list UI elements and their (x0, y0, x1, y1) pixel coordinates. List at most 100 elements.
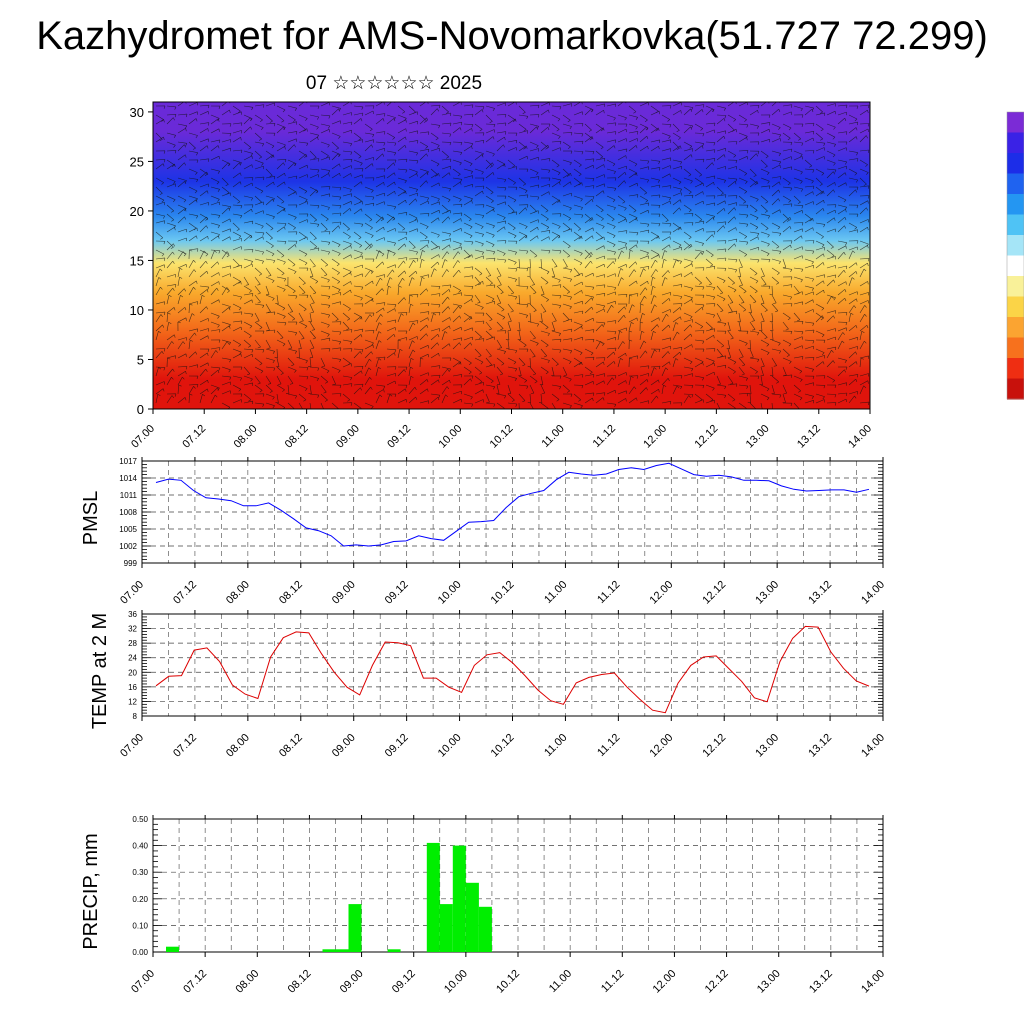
wind-barb-feather (248, 345, 251, 348)
wind-barb (628, 376, 632, 386)
wind-barb (210, 235, 219, 242)
wind-barb-feather (316, 378, 319, 382)
wind-barb (364, 123, 373, 130)
wind-barb-feather (481, 154, 484, 158)
wind-barb-feather (812, 218, 814, 222)
wind-barb (232, 137, 241, 143)
wind-barb (771, 249, 781, 252)
wind-barb-feather (448, 289, 451, 293)
wind-barb (771, 123, 781, 128)
wind-barb (771, 189, 779, 197)
wind-barb-feather (702, 295, 705, 299)
wind-barb-feather (196, 235, 198, 239)
wind-barb-feather (359, 351, 362, 355)
wind-barb (551, 132, 561, 137)
wind-barb-feather (248, 147, 252, 150)
wind-barb-feather (317, 394, 320, 398)
wind-barb (727, 366, 736, 373)
wind-barb-feather (833, 297, 836, 301)
wind-barb-feather (844, 225, 846, 229)
wind-barb (551, 303, 561, 306)
wind-barb (694, 158, 705, 161)
wind-barb (463, 231, 473, 237)
wind-barb (859, 200, 869, 206)
wind-barb-feather (668, 324, 671, 328)
wind-barb-feather (446, 386, 450, 390)
wind-barb-feather (505, 122, 507, 126)
wind-barb-feather (285, 393, 290, 395)
wind-barb-feather (637, 293, 639, 297)
wind-barb-feather (844, 117, 847, 122)
wind-barb (837, 340, 843, 350)
wind-barb-feather (636, 244, 638, 248)
wind-barb (265, 168, 273, 176)
wind-barb-feather (339, 163, 341, 167)
wind-barb-feather (570, 393, 573, 397)
wind-barb (551, 105, 562, 107)
wind-barb-feather (361, 168, 364, 172)
wind-barb-feather (206, 145, 209, 149)
wind-barb-feather (360, 297, 363, 301)
wind-barb-feather (800, 108, 803, 112)
wind-barb (804, 357, 815, 359)
wind-barb-feather (767, 243, 770, 247)
wind-barb-feather (658, 235, 660, 239)
wind-barb (661, 244, 670, 251)
wind-barb-feather (602, 226, 605, 229)
wind-barb (595, 222, 605, 227)
wind-barb-feather (415, 198, 418, 202)
wind-barb (496, 267, 502, 277)
wind-barb (155, 119, 164, 125)
wind-barb (353, 334, 362, 341)
wind-barb (738, 348, 744, 358)
wind-barb (199, 250, 205, 260)
wind-barb-feather (251, 314, 254, 318)
wind-barb-feather (592, 357, 595, 361)
wind-barb (199, 236, 208, 242)
wind-barb (199, 158, 209, 161)
wind-barb (837, 281, 847, 287)
wind-barb (155, 277, 159, 287)
wind-barb-feather (282, 389, 285, 392)
colorbar-swatch (1007, 317, 1024, 339)
wind-barb-feather (393, 162, 396, 166)
wind-barb (705, 294, 715, 298)
wind-barb (672, 284, 682, 287)
wind-barb (771, 294, 777, 304)
wind-barb (793, 345, 803, 350)
wind-barb-feather (527, 401, 531, 404)
wind-barb (584, 108, 592, 116)
wind-barb (166, 132, 176, 136)
wind-barb (705, 129, 715, 134)
wind-barb (727, 357, 737, 363)
wind-barb (155, 268, 161, 278)
wind-barb-feather (590, 109, 594, 113)
wind-barb-feather (438, 304, 441, 308)
wind-barb (782, 177, 791, 184)
wind-barb-feather (379, 250, 382, 253)
wind-barb-feather (227, 290, 230, 293)
wind-barb-feather (468, 317, 472, 321)
wind-barb-feather (186, 114, 188, 118)
wind-barb (507, 357, 517, 363)
wind-barb-feather (162, 215, 166, 219)
wind-barb (386, 216, 394, 224)
wind-barb (793, 150, 803, 155)
wind-barb (254, 114, 263, 121)
wind-barb (463, 378, 471, 386)
wind-barb (760, 366, 764, 376)
wind-barb-feather (381, 253, 385, 257)
wind-barb-feather (676, 130, 680, 132)
wind-barb-feather (472, 266, 474, 270)
wind-barb-feather (426, 324, 429, 328)
wind-barb (408, 270, 416, 278)
wind-barb (166, 105, 177, 108)
wind-barb-feather (295, 241, 298, 245)
wind-barb (408, 159, 419, 161)
wind-barb (188, 186, 198, 192)
wind-barb-feather (830, 246, 834, 249)
wind-barb-feather (195, 118, 198, 122)
wind-barb-feather (215, 350, 218, 353)
wind-barb (716, 276, 726, 281)
wind-barb (276, 339, 286, 345)
